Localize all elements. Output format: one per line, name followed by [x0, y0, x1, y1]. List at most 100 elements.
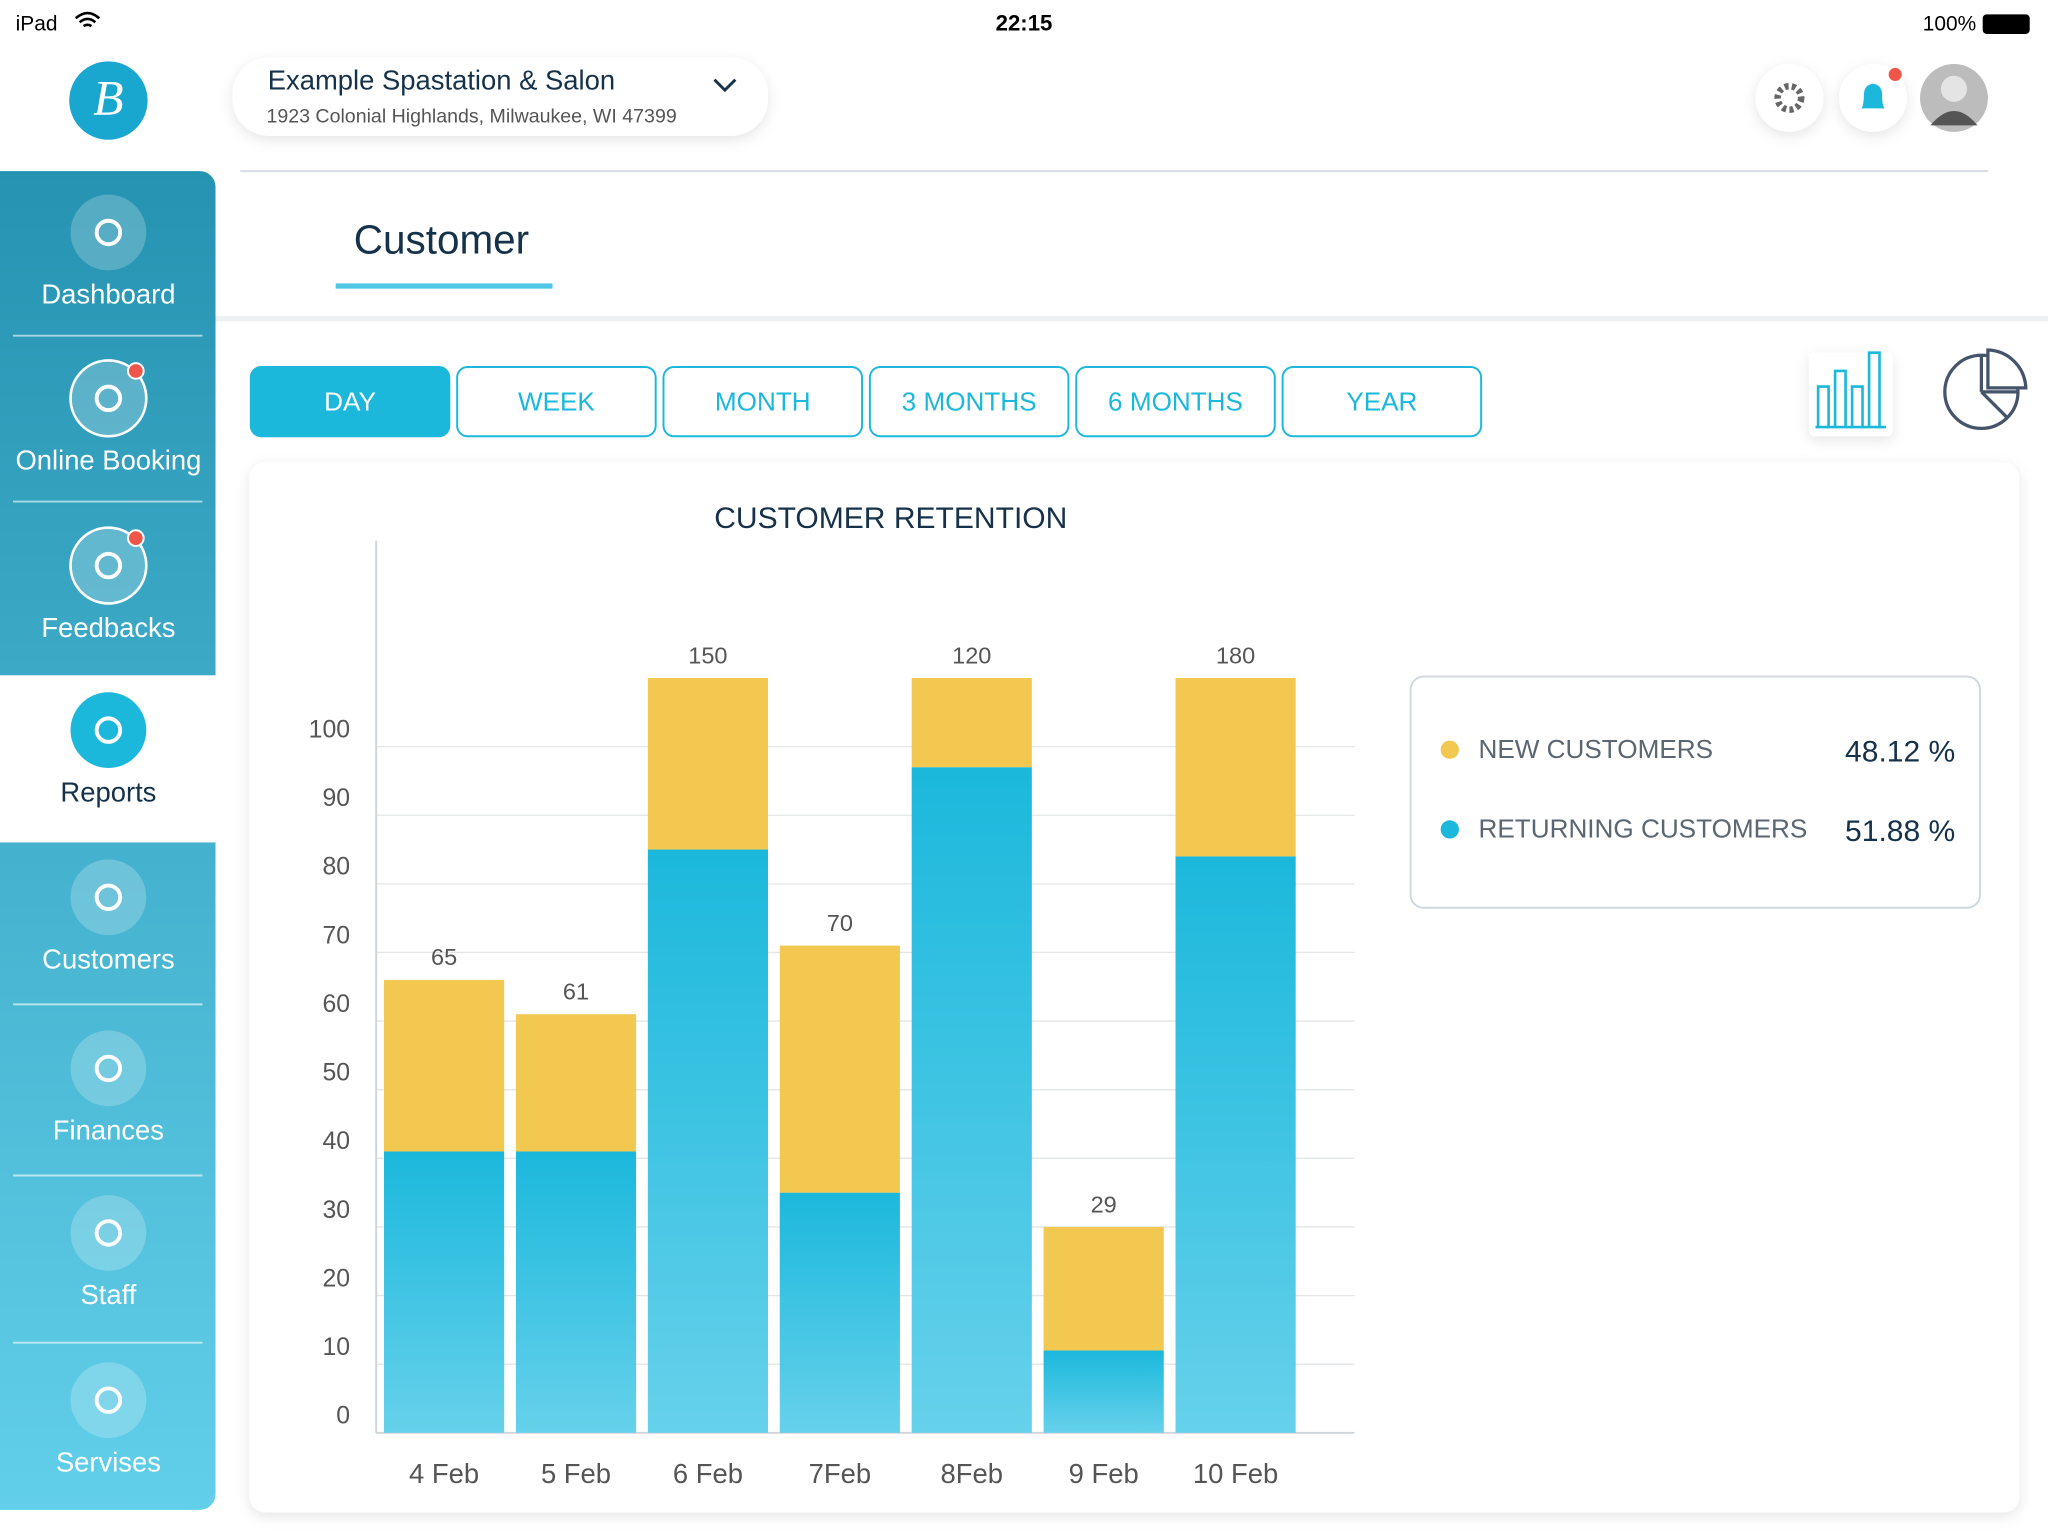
menu-label[interactable]: Online Booking: [15, 445, 201, 476]
y-tick-label: 10: [322, 1334, 350, 1361]
battery-label: 100%: [1923, 12, 1976, 35]
notification-dot: [1888, 67, 1902, 81]
bar-total-label: 29: [1091, 1191, 1117, 1217]
logo-mark: B: [93, 71, 123, 126]
bar-segment: [647, 849, 768, 1433]
menu-label[interactable]: Finances: [53, 1115, 164, 1146]
bar-total-label: 180: [1216, 642, 1255, 668]
legend-swatch: [1440, 820, 1459, 839]
y-tick-label: 70: [322, 922, 350, 949]
menu-glyph: [94, 1386, 123, 1414]
bar-segment: [1175, 677, 1296, 857]
title-divider: [215, 316, 2048, 322]
legend-share: 48.12 %: [1845, 736, 1955, 769]
menu-icon[interactable]: [70, 859, 147, 936]
bar-segment: [1043, 1226, 1164, 1351]
menu-label[interactable]: Customers: [42, 944, 175, 975]
pie-view-icon: [1979, 348, 2028, 420]
x-tick-label: 5 Feb: [541, 1458, 611, 1489]
period-button[interactable]: [1281, 366, 1483, 438]
menu-icon[interactable]: [70, 1030, 147, 1107]
clock: 22:15: [996, 11, 1053, 36]
avatar-body: [1930, 111, 1978, 126]
x-tick-label: 8Feb: [941, 1458, 1003, 1489]
menu-icon[interactable]: [70, 1362, 147, 1439]
y-tick-label: 80: [322, 854, 350, 881]
menu-glyph: [94, 883, 123, 912]
menu-label[interactable]: Dashboard: [41, 279, 175, 310]
menu-badge: [127, 362, 145, 380]
menu-icon[interactable]: [70, 194, 147, 271]
legend-box: [1409, 675, 1982, 909]
logo[interactable]: [69, 61, 148, 140]
y-tick-label: 20: [322, 1265, 350, 1292]
y-tick-label: 30: [322, 1197, 350, 1224]
menu-glyph: [94, 716, 123, 744]
y-tick-label: 100: [309, 716, 350, 743]
battery-icon: [1982, 14, 2030, 34]
period-label: 6 MONTHS: [1108, 386, 1243, 416]
menu-icon[interactable]: [69, 526, 148, 605]
bar-total-label: 65: [431, 944, 457, 970]
menu-icon[interactable]: [70, 1195, 147, 1271]
y-tick-label: 50: [322, 1060, 350, 1087]
avatar-head: [1940, 75, 1968, 102]
business-address: 1923 Colonial Highlands, Milwaukee, WI 4…: [266, 106, 676, 128]
period-button[interactable]: [456, 366, 657, 438]
period-button[interactable]: [1075, 366, 1276, 438]
menu-label[interactable]: Reports: [60, 776, 156, 807]
menu-glyph: [94, 1054, 123, 1083]
x-tick-label: 7Feb: [809, 1458, 871, 1489]
period-label: DAY: [324, 386, 376, 416]
wifi-icon: [74, 11, 101, 28]
period-button[interactable]: [249, 366, 451, 438]
menu-icon[interactable]: [70, 692, 147, 768]
bar-view-icon: [1815, 351, 1887, 429]
bar-segment: [515, 1014, 637, 1152]
title-underline: [335, 283, 553, 289]
bar-segment: [384, 1151, 505, 1433]
menu-label[interactable]: Staff: [80, 1279, 136, 1310]
x-tick-label: 4 Feb: [409, 1458, 479, 1489]
period-button[interactable]: [868, 366, 1070, 438]
y-tick-label: 60: [322, 991, 350, 1018]
menu-glyph: [94, 218, 123, 247]
bar-segment: [779, 945, 900, 1193]
period-label: MONTH: [715, 386, 811, 416]
bar-total-label: 61: [563, 979, 589, 1005]
bar-segment: [384, 979, 505, 1152]
bar-total-label: 70: [827, 910, 853, 936]
menu-icon[interactable]: [69, 359, 148, 438]
period-label: WEEK: [518, 386, 595, 416]
chart-title: CUSTOMER RETENTION: [714, 502, 1067, 535]
location-card[interactable]: [232, 57, 768, 136]
dropdown-chevron: [713, 78, 737, 93]
legend-share: 51.88 %: [1845, 815, 1955, 848]
y-tick-label: 90: [322, 785, 350, 812]
menu-label[interactable]: Feedbacks: [41, 612, 175, 643]
period-label: YEAR: [1346, 386, 1417, 416]
bar-segment: [1043, 1350, 1164, 1433]
settings-icon: [1774, 82, 1805, 113]
bar-total-label: 120: [952, 642, 991, 668]
bell-icon: [1861, 83, 1885, 109]
period-label: 3 MONTHS: [902, 386, 1037, 416]
bar-segment: [647, 677, 768, 850]
legend-label: NEW CUSTOMERS: [1479, 734, 1714, 764]
x-tick-label: 10 Feb: [1193, 1458, 1278, 1489]
period-button[interactable]: [662, 366, 864, 438]
bar-total-label: 150: [688, 642, 727, 668]
menu-glyph: [94, 551, 123, 580]
legend-swatch: [1440, 740, 1459, 759]
menu-glyph: [94, 1219, 123, 1247]
bar-segment: [779, 1192, 900, 1433]
bar-segment: [1175, 856, 1296, 1433]
bar-segment: [911, 767, 1032, 1433]
menu-label[interactable]: Servises: [56, 1446, 161, 1477]
device-label: iPad: [16, 12, 58, 35]
y-tick-label: 0: [336, 1403, 350, 1430]
settings-button[interactable]: [1755, 64, 1824, 132]
x-tick-label: 6 Feb: [673, 1458, 743, 1489]
page-title: Customer: [354, 217, 529, 263]
